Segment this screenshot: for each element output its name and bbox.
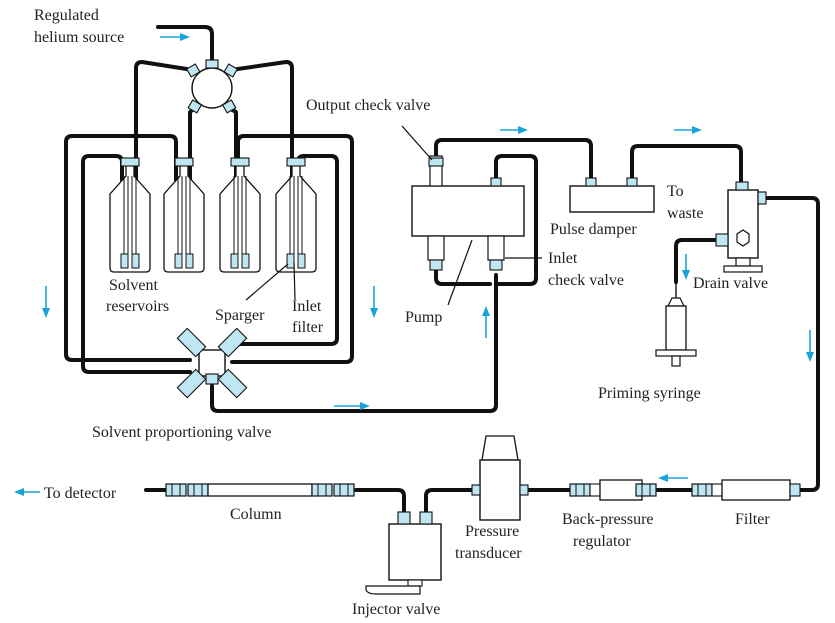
flow-arrow-to-pump bbox=[334, 402, 370, 410]
drain-to-filter-tube bbox=[764, 196, 820, 492]
drain-to-syringe-tube bbox=[674, 238, 718, 284]
label-to-waste-line2: waste bbox=[667, 205, 703, 222]
flow-arrow-to-damper bbox=[500, 126, 528, 134]
label-solvent-proportioning-valve: Solvent proportioning valve bbox=[92, 424, 272, 441]
helium-splitter bbox=[185, 59, 239, 114]
pulse-damper bbox=[569, 177, 655, 213]
label-output-check-valve: Output check valve bbox=[306, 97, 430, 114]
flow-arrow-to-drain bbox=[674, 126, 702, 134]
solvent-reservoir-3 bbox=[219, 157, 261, 273]
label-pressure-transducer-line2: transducer bbox=[455, 545, 522, 562]
check-valve-to-damper-tube bbox=[434, 138, 593, 182]
solvent-loop-2 bbox=[64, 134, 192, 362]
flow-arrow-left-down bbox=[42, 286, 50, 318]
injector-valve bbox=[365, 511, 442, 595]
helium-tube bbox=[156, 25, 214, 66]
pump-outlet-loop bbox=[494, 154, 538, 286]
column bbox=[165, 483, 355, 497]
valve-to-pump-tube bbox=[210, 273, 498, 413]
label-to-waste-line1: To bbox=[667, 183, 684, 200]
flow-arrow-to-filter-left bbox=[658, 474, 688, 482]
label-inlet-check-valve-line2: check valve bbox=[548, 272, 624, 289]
back-pressure-regulator bbox=[569, 479, 657, 501]
flow-arrow-right-side-down bbox=[806, 330, 814, 362]
in-line-filter bbox=[691, 479, 801, 501]
flow-arrow-syringe-down bbox=[682, 254, 690, 280]
transducer-to-injector-tube bbox=[424, 488, 478, 514]
pump bbox=[411, 155, 525, 271]
helium-tube-left-inner bbox=[188, 106, 197, 182]
helium-tube-left-outer bbox=[134, 60, 195, 182]
label-back-pressure-regulator-line1: Back-pressure bbox=[562, 511, 654, 528]
labels: Regulated helium source Solvent reservoi… bbox=[34, 7, 770, 618]
label-inlet-filter-line1: Inlet bbox=[292, 298, 322, 315]
solvent-reservoir-2 bbox=[163, 157, 205, 273]
label-helium-line1: Regulated bbox=[34, 7, 99, 24]
helium-tube-right-outer bbox=[229, 60, 294, 182]
label-pulse-damper: Pulse damper bbox=[550, 221, 637, 238]
flow-arrow-right-down bbox=[370, 286, 378, 318]
pressure-transducer bbox=[471, 435, 529, 521]
label-filter: Filter bbox=[735, 511, 770, 528]
flow-arrow-helium bbox=[160, 33, 190, 41]
label-priming-syringe: Priming syringe bbox=[598, 385, 701, 402]
solvent-loop-3 bbox=[230, 134, 354, 364]
flow-arrow-to-detector bbox=[14, 488, 40, 496]
drain-valve bbox=[715, 181, 767, 273]
label-back-pressure-regulator-line2: regulator bbox=[573, 533, 631, 550]
label-inlet-check-valve-line1: Inlet bbox=[548, 250, 578, 267]
priming-syringe bbox=[655, 282, 697, 367]
label-pressure-transducer-line1: Pressure bbox=[465, 523, 519, 540]
label-solvent-reservoirs-line1: Solvent bbox=[109, 277, 158, 294]
label-injector-valve: Injector valve bbox=[352, 601, 440, 618]
injector-to-column-tube bbox=[354, 488, 406, 514]
label-inlet-filter-line2: filter bbox=[292, 319, 324, 336]
label-sparger: Sparger bbox=[215, 307, 265, 324]
label-solvent-reservoirs-line2: reservoirs bbox=[106, 298, 169, 315]
label-to-detector: To detector bbox=[44, 485, 117, 502]
flow-arrow-pump-inlet-up bbox=[482, 306, 490, 338]
damper-to-drain-tube bbox=[630, 144, 743, 184]
label-helium-line2: helium source bbox=[34, 29, 124, 46]
helium-tube-right-inner bbox=[227, 106, 238, 182]
solvent-proportioning-valve bbox=[176, 327, 248, 399]
pump-inlet-loop bbox=[434, 268, 492, 286]
flow-arrows bbox=[14, 33, 814, 496]
pointer-lines bbox=[245, 125, 542, 306]
label-drain-valve: Drain valve bbox=[693, 275, 768, 292]
solvent-reservoir-4 bbox=[275, 157, 317, 273]
label-column: Column bbox=[230, 506, 282, 523]
label-pump: Pump bbox=[405, 309, 442, 326]
solvent-reservoir-1 bbox=[109, 157, 151, 273]
